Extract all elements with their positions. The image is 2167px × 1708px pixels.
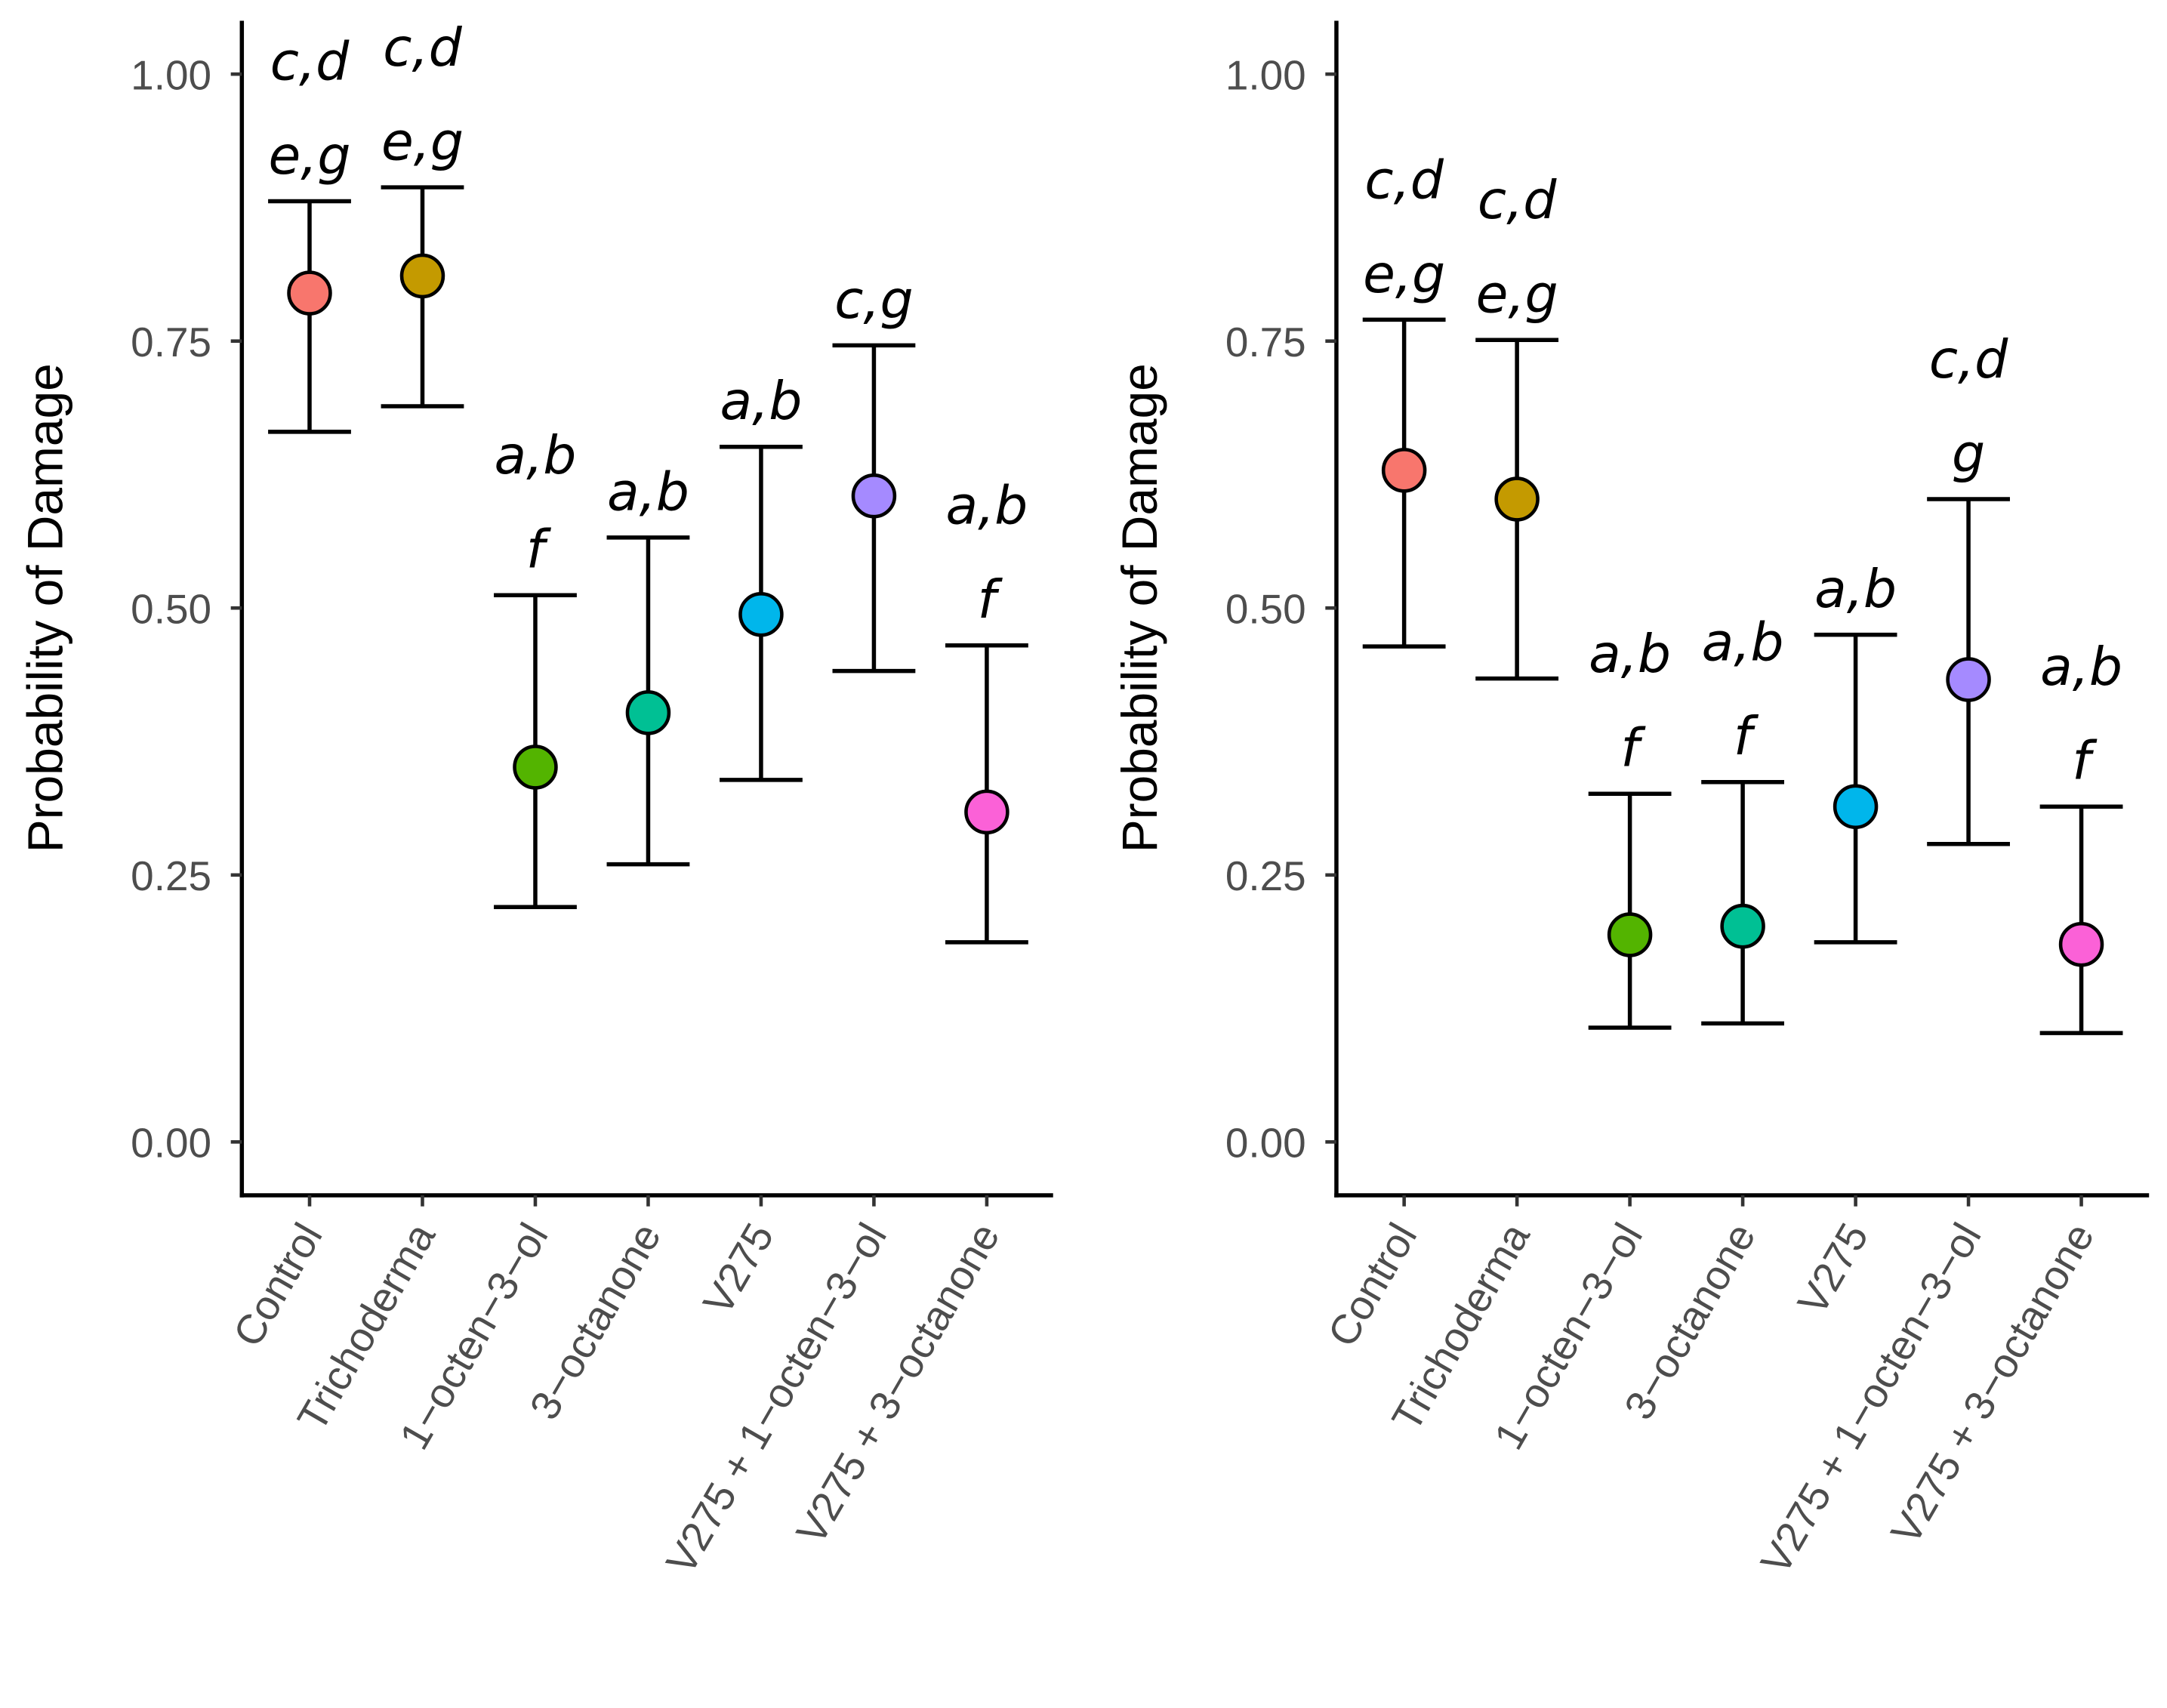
significance-letter: a,b [945,476,1028,537]
x-tick-label: V275 + 1−octen−3−ol [1752,1215,1990,1582]
point [1494,476,1540,522]
significance-letter: c,d [1478,170,1557,231]
y-tick-label: 0.75 [1225,319,1306,365]
y-tick-label: 1.00 [1225,51,1306,98]
y-tick-label: 0.00 [131,1119,211,1166]
significance-letter: c,d [383,17,462,79]
point [625,690,671,735]
x-tick-label: V275 + 3−octanone [1882,1215,2103,1552]
significance-letter: a,b [2040,637,2122,698]
significance-letter: e,g [1476,264,1558,325]
x-tick-label: V275 + 3−octanone [787,1215,1008,1552]
panel: 0.00 0.25 0.50 0.75 1.00 Probability of Damag… [17,17,1053,1582]
point [399,253,445,299]
point [1833,784,1879,830]
significance-letter: g [1952,423,1985,484]
panel: 0.00 0.25 0.50 0.75 1.00 Probability of Damag… [1111,20,2150,1582]
significance-letter: a,b [720,371,803,432]
point [1720,903,1765,949]
y-tick-label: 1.00 [131,51,211,98]
y-tick-label: 0.25 [131,852,211,899]
x-tick-label: Control [224,1215,331,1354]
point [738,591,784,637]
point [1381,448,1427,493]
significance-letter: a,b [1814,559,1897,620]
significance-letter: a,b [607,461,689,523]
significance-letter: c,d [1929,329,2008,390]
significance-letter: c,d [1364,150,1444,211]
y-tick-label: 0.25 [1225,852,1306,899]
significance-letter: f [1620,718,1646,779]
significance-letter: a,b [495,425,577,486]
significance-letter: c,g [834,270,913,331]
point [287,270,332,316]
y-axis-label: Probability of Damage [1111,363,1167,852]
significance-letter: a,b [1589,624,1671,685]
y-tick-label: 0.50 [1225,585,1306,632]
y-tick-label: 0.75 [131,319,211,365]
x-tick-label: V275 + 1−octen−3−ol [657,1215,895,1582]
point [1607,912,1653,957]
x-tick-label: Control [1318,1215,1426,1354]
x-tick-label: V275 [694,1215,783,1322]
significance-letter: c,d [270,31,350,92]
x-tick-label: V275 [1788,1215,1877,1322]
point [1946,657,1991,702]
significance-letter: f [978,569,1003,630]
y-tick-label: 0.00 [1225,1119,1306,1166]
point [513,745,558,790]
significance-letter: f [2072,731,2098,792]
significance-letter: e,g [1363,244,1445,305]
point [964,789,1010,835]
y-axis-label: Probability of Damage [17,363,72,852]
y-tick-label: 0.50 [131,585,211,632]
point [851,473,897,519]
significance-letter: f [526,519,552,581]
significance-letter: e,g [268,125,350,187]
point [2058,921,2104,967]
significance-letter: a,b [1702,612,1784,674]
significance-letter: e,g [381,111,464,172]
significance-letter: f [1734,706,1759,767]
